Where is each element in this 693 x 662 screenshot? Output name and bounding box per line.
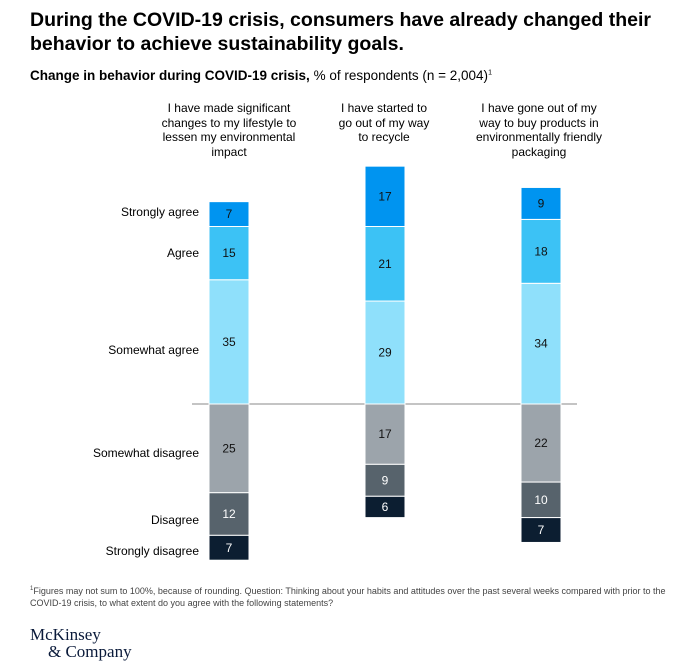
bar-disagree-col-2 bbox=[364, 463, 406, 497]
subtitle-bold: Change in behavior during COVID-19 crisi… bbox=[30, 68, 310, 83]
data-label-disagree-col-1: 12 bbox=[222, 507, 236, 521]
data-label-agree-col-3: 18 bbox=[534, 244, 548, 258]
data-label-somewhat-disagree-col-3: 22 bbox=[534, 436, 548, 450]
data-label-agree-col-1: 15 bbox=[222, 246, 236, 260]
data-label-strongly-disagree-col-2: 6 bbox=[382, 500, 389, 514]
bar-strongly-disagree-col-2 bbox=[364, 495, 406, 519]
data-label-somewhat-agree-col-2: 29 bbox=[378, 346, 392, 360]
footnote-mark: 1 bbox=[30, 586, 34, 592]
bar-strongly-disagree-col-1 bbox=[208, 534, 250, 561]
data-label-agree-col-2: 21 bbox=[378, 257, 392, 271]
bar-strongly-agree-col-3 bbox=[520, 186, 562, 220]
bar-somewhat-disagree-col-1 bbox=[208, 403, 250, 494]
footnote: 1Figures may not sum to 100%, because of… bbox=[30, 583, 670, 609]
row-label-somewhat-agree: Somewhat agree bbox=[108, 343, 199, 357]
bar-strongly-agree-col-2 bbox=[364, 165, 406, 227]
chart-title: During the COVID-19 crisis, consumers ha… bbox=[30, 9, 651, 55]
subtitle-footnote-mark: 1 bbox=[488, 69, 492, 77]
bar-strongly-disagree-col-3 bbox=[520, 517, 562, 543]
row-label-strongly-disagree: Strongly disagree bbox=[105, 544, 199, 558]
data-label-somewhat-disagree-col-2: 17 bbox=[378, 427, 392, 441]
bar-somewhat-agree-col-1 bbox=[208, 279, 250, 405]
subtitle-rest: % of respondents (n = 2,004) bbox=[309, 68, 489, 83]
row-label-strongly-agree: Strongly agree bbox=[120, 205, 199, 219]
bar-somewhat-agree-col-2 bbox=[364, 300, 406, 405]
chart-subtitle: Change in behavior during COVID-19 crisi… bbox=[30, 68, 492, 83]
bar-strongly-agree-col-1 bbox=[208, 201, 250, 227]
data-label-strongly-agree-col-2: 17 bbox=[378, 189, 392, 203]
logo-line-2: & Company bbox=[48, 642, 132, 661]
column-header-2: I have started to go out of my way to re… bbox=[338, 101, 430, 144]
data-label-strongly-disagree-col-3: 7 bbox=[538, 523, 545, 537]
row-label-somewhat-disagree: Somewhat disagree bbox=[92, 446, 199, 460]
data-label-strongly-agree-col-1: 7 bbox=[226, 207, 233, 221]
row-label-disagree: Disagree bbox=[150, 513, 199, 527]
data-label-disagree-col-3: 10 bbox=[534, 493, 548, 507]
data-label-somewhat-agree-col-3: 34 bbox=[534, 337, 548, 351]
bar-somewhat-agree-col-3 bbox=[520, 282, 562, 405]
logo-line-1: McKinsey bbox=[30, 625, 101, 644]
data-label-somewhat-disagree-col-1: 25 bbox=[222, 441, 236, 455]
footnote-text: Figures may not sum to 100%, because of … bbox=[30, 586, 666, 608]
mckinsey-logo: McKinsey & Company bbox=[30, 626, 132, 660]
column-header-3: I have gone out of my way to buy product… bbox=[475, 101, 603, 159]
bar-agree-col-3 bbox=[520, 218, 562, 284]
bar-disagree-col-1 bbox=[208, 492, 250, 536]
bar-somewhat-disagree-col-2 bbox=[364, 403, 406, 465]
row-label-agree: Agree bbox=[166, 246, 199, 260]
bar-agree-col-2 bbox=[364, 226, 406, 302]
data-label-somewhat-agree-col-1: 35 bbox=[222, 335, 236, 349]
column-header-1: I have made significant changes to my li… bbox=[161, 101, 297, 159]
data-label-strongly-disagree-col-1: 7 bbox=[226, 541, 233, 555]
data-label-disagree-col-2: 9 bbox=[382, 473, 389, 487]
data-label-strongly-agree-col-3: 9 bbox=[538, 196, 545, 210]
bar-somewhat-disagree-col-3 bbox=[520, 403, 562, 483]
